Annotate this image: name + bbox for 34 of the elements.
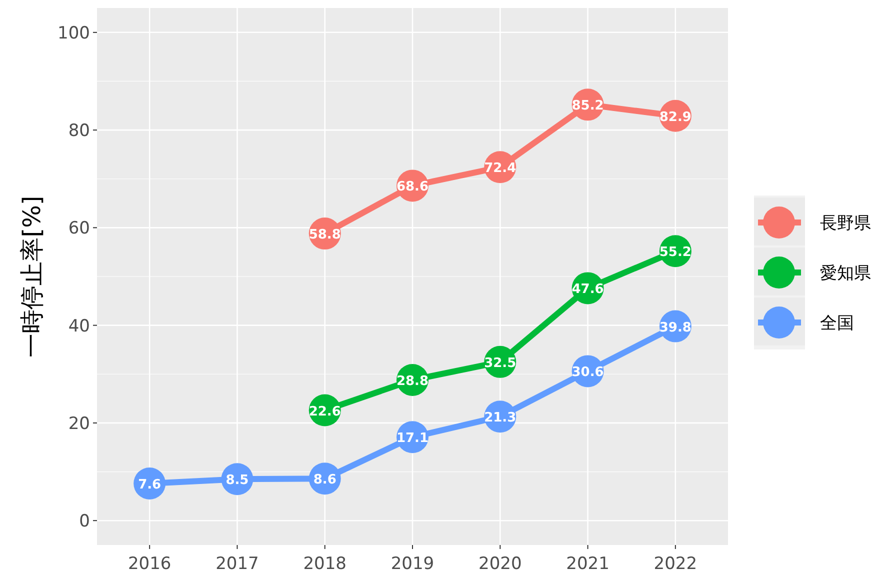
data-label: 72.4	[484, 161, 516, 176]
data-label: 30.6	[572, 365, 604, 380]
data-label: 58.8	[308, 228, 341, 243]
data-label: 8.5	[226, 473, 249, 488]
y-tick-label: 0	[79, 512, 90, 532]
data-label: 17.1	[396, 431, 429, 446]
x-tick-label: 2020	[478, 554, 522, 574]
y-tick-label: 80	[68, 121, 90, 142]
data-label: 55.2	[659, 245, 692, 260]
legend-label: 愛知県	[820, 264, 871, 284]
x-tick-label: 2021	[566, 554, 610, 574]
y-tick-label: 100	[58, 23, 90, 44]
x-tick-label: 2019	[390, 554, 434, 574]
legend-label: 長野県	[820, 214, 871, 234]
data-label: 82.9	[659, 110, 692, 125]
data-label: 8.6	[313, 472, 336, 488]
data-label: 39.8	[659, 320, 692, 336]
x-tick-label: 2016	[128, 554, 172, 574]
data-label: 85.2	[572, 98, 604, 114]
data-label: 32.5	[484, 356, 516, 371]
data-label: 28.8	[396, 374, 429, 389]
data-label: 68.6	[396, 180, 429, 195]
y-tick-label: 20	[68, 414, 90, 434]
data-label: 21.3	[484, 410, 516, 426]
x-tick-label: 2022	[654, 554, 698, 574]
y-axis-title: 一時停止率[%]	[18, 196, 46, 358]
y-tick-label: 40	[68, 316, 90, 336]
x-tick-label: 2017	[216, 554, 259, 574]
data-label: 7.6	[138, 477, 162, 492]
data-label: 47.6	[572, 282, 604, 298]
x-tick-label: 2018	[303, 554, 346, 574]
data-label: 22.6	[308, 404, 341, 420]
y-tick-label: 60	[68, 218, 90, 239]
legend-label: 全国	[820, 314, 854, 334]
